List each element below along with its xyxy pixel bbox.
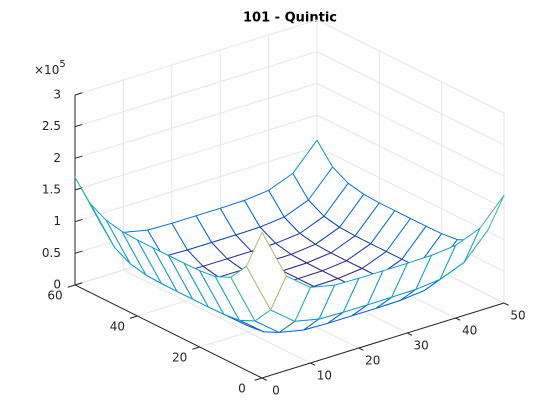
grid-line	[74, 114, 505, 209]
chart-title: 101 - Quintic	[243, 11, 337, 26]
z-tick-label: 1.5	[42, 183, 61, 197]
z-tick	[74, 282, 83, 286]
z-tick-label: 3	[53, 88, 61, 102]
z-scale-base: ×10	[34, 63, 59, 77]
x-tick-label: 0	[272, 384, 280, 398]
y-tick-label: 40	[110, 320, 125, 334]
grid-line	[74, 19, 505, 114]
y-tick-label: 60	[47, 289, 62, 303]
y-tick-label: 0	[238, 382, 246, 396]
grid-line	[74, 82, 505, 177]
z-tick	[74, 218, 83, 223]
z-tick-label: 0	[53, 278, 61, 292]
z-tick	[74, 155, 83, 159]
x-tick	[310, 362, 316, 366]
z-scale-exponent: 5	[59, 59, 65, 70]
x-tick-label: 50	[510, 309, 525, 323]
z-tick	[74, 92, 83, 96]
z-scale-label: ×105	[34, 59, 66, 77]
z-tick	[74, 123, 83, 128]
x-tick	[406, 332, 413, 336]
z-tick	[74, 250, 83, 254]
x-tick	[358, 347, 364, 351]
x-tick-label: 30	[414, 339, 429, 353]
x-tick	[261, 377, 267, 381]
y-tick	[254, 377, 263, 381]
grid-line	[74, 51, 505, 146]
x-tick	[455, 317, 461, 321]
z-tick-label: 1	[53, 214, 61, 228]
x-tick	[503, 302, 509, 306]
x-tick-label: 20	[365, 354, 380, 368]
x-tick-label: 10	[317, 369, 332, 383]
y-tick	[67, 284, 76, 288]
y-tick	[192, 346, 200, 350]
x-tick-label: 40	[462, 324, 477, 338]
z-tick-label: 2.5	[42, 119, 61, 133]
z-tick-label: 0.5	[42, 246, 61, 260]
y-tick	[129, 315, 138, 319]
y-tick-label: 20	[172, 351, 187, 365]
z-tick-label: 2	[53, 151, 61, 165]
mesh-cell	[245, 231, 287, 311]
